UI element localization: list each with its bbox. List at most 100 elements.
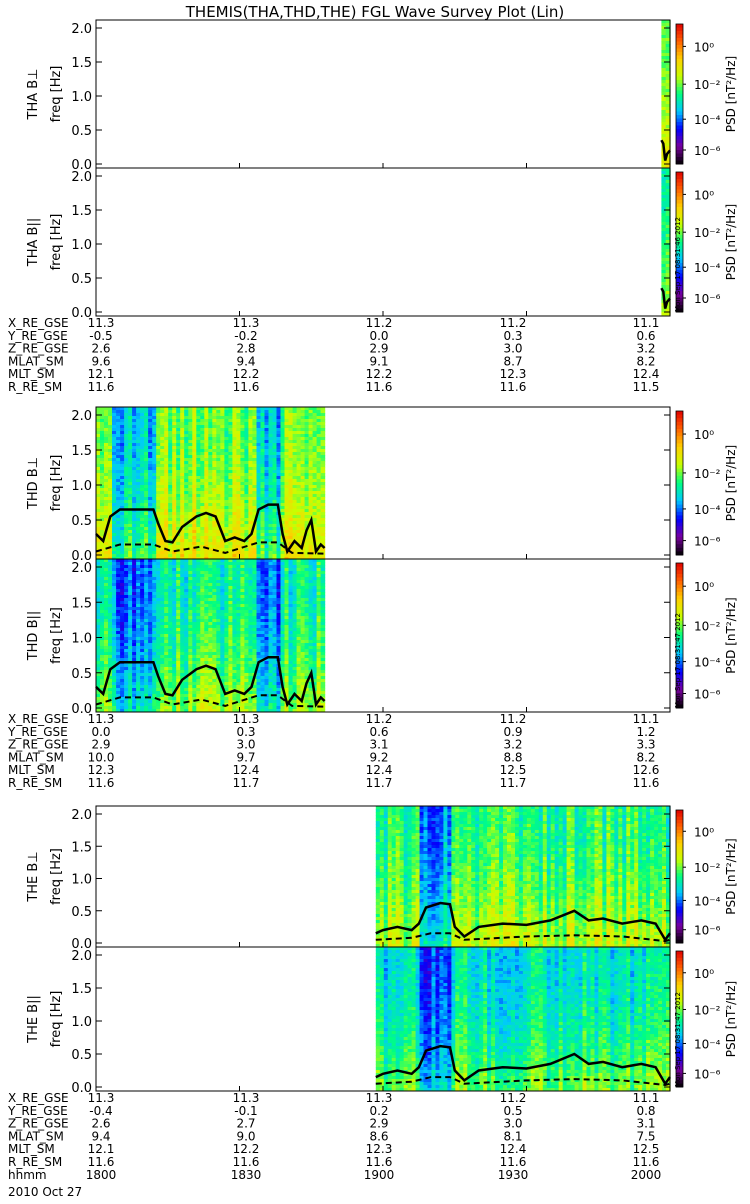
spectrogram-cell [136, 643, 141, 646]
spectrogram-cell [120, 649, 125, 652]
spectrogram-cell [104, 595, 109, 598]
spectrogram-cell [265, 497, 270, 500]
spectrogram-cell [224, 521, 229, 524]
spectrogram-cell [281, 413, 286, 416]
spectrogram-cell [96, 604, 101, 607]
spectrogram-cell [100, 515, 105, 518]
spectrogram-cell [248, 422, 253, 425]
spectrogram-cell [120, 601, 125, 604]
spectrogram-cell [156, 413, 161, 416]
spectrogram-cell [208, 455, 213, 458]
spectrogram-cell [144, 491, 149, 494]
spectrogram-cell [240, 527, 245, 530]
spectrogram-cell [120, 619, 125, 622]
spectrogram-cell [128, 583, 133, 586]
spectrogram-cell [128, 461, 133, 464]
spectrogram-cell [281, 482, 286, 485]
spectrogram-cell [176, 706, 181, 709]
spectrogram-cell [188, 494, 193, 497]
spectrogram-cell [156, 691, 161, 694]
spectrogram-cell [136, 527, 141, 530]
spectrogram-cell [200, 613, 205, 616]
spectrogram-cell [257, 482, 262, 485]
spectrogram-cell [172, 619, 177, 622]
spectrogram-cell [116, 679, 121, 682]
spectrogram-cell [128, 527, 133, 530]
spectrogram-cell [261, 479, 266, 482]
spectrogram-cell [220, 479, 225, 482]
spectrogram-cell [244, 494, 249, 497]
spectrogram-cell [661, 249, 666, 252]
spectrogram-cell [164, 533, 169, 536]
spectrogram-cell [152, 476, 157, 479]
spectrogram-cell [313, 410, 318, 413]
spectrogram-cell [240, 464, 245, 467]
spectrogram-cell [108, 497, 113, 500]
spectrogram-cell [248, 431, 253, 434]
spectrogram-cell [192, 613, 197, 616]
spectrogram-cell [216, 688, 221, 691]
spectrogram-cell [160, 518, 165, 521]
spectrogram-cell [184, 530, 189, 533]
spectrogram-cell [172, 565, 177, 568]
spectrogram-cell [104, 455, 109, 458]
spectrogram-cell [164, 407, 169, 410]
spectrogram-cell [309, 452, 314, 455]
spectrogram-cell [120, 676, 125, 679]
spectrogram-cell [224, 580, 229, 583]
spectrogram-cell [164, 413, 169, 416]
spectrogram-cell [224, 533, 229, 536]
spectrogram-cell [248, 497, 253, 500]
spectrogram-cell [104, 670, 109, 673]
spectrogram-cell [128, 497, 133, 500]
spectrogram-cell [261, 434, 266, 437]
spectrogram-cell [128, 416, 133, 419]
spectrogram-cell [232, 542, 237, 545]
spectrogram-cell [212, 652, 217, 655]
spectrogram-cell [224, 440, 229, 443]
spectrogram-cell [204, 661, 209, 664]
colorbar-segment [676, 469, 683, 473]
spectrogram-cell [108, 682, 113, 685]
spectrogram-cell [148, 577, 153, 580]
spectrogram-cell [188, 551, 193, 554]
spectrogram-cell [196, 595, 201, 598]
spectrogram-cell [148, 589, 153, 592]
spectrogram-cell [124, 616, 129, 619]
spectrogram-cell [244, 479, 249, 482]
spectrogram-cell [273, 521, 278, 524]
spectrogram-cell [184, 649, 189, 652]
spectrogram-cell [168, 518, 173, 521]
spectrogram-cell [140, 622, 145, 625]
spectrogram-cell [204, 449, 209, 452]
spectrogram-cell [180, 697, 185, 700]
spectrogram-cell [321, 476, 326, 479]
spectrogram-cell [144, 497, 149, 500]
spectrogram-cell [100, 583, 105, 586]
spectrogram-cell [293, 512, 298, 515]
spectrogram-cell [204, 643, 209, 646]
spectrogram-cell [164, 562, 169, 565]
spectrogram-cell [285, 452, 290, 455]
spectrogram-cell [273, 440, 278, 443]
spectrogram-cell [144, 470, 149, 473]
spectrogram-cell [204, 467, 209, 470]
spectrogram-cell [200, 509, 205, 512]
spectrogram-cell [116, 649, 121, 652]
spectrogram-cell [216, 604, 221, 607]
spectrogram-cell [156, 533, 161, 536]
spectrogram-cell [148, 530, 153, 533]
spectrogram-cell [196, 485, 201, 488]
spectrogram-cell [200, 437, 205, 440]
spectrogram-cell [297, 515, 302, 518]
spectrogram-cell [116, 524, 121, 527]
spectrogram-cell [124, 580, 129, 583]
spectrogram-cell [136, 491, 141, 494]
spectrogram-cell [172, 616, 177, 619]
spectrogram-cell [244, 425, 249, 428]
spectrogram-cell [164, 482, 169, 485]
spectrogram-cell [216, 491, 221, 494]
colorbar-tick-label: 10⁻² [694, 467, 721, 481]
spectrogram-cell [305, 416, 310, 419]
spectrogram-cell [232, 545, 237, 548]
